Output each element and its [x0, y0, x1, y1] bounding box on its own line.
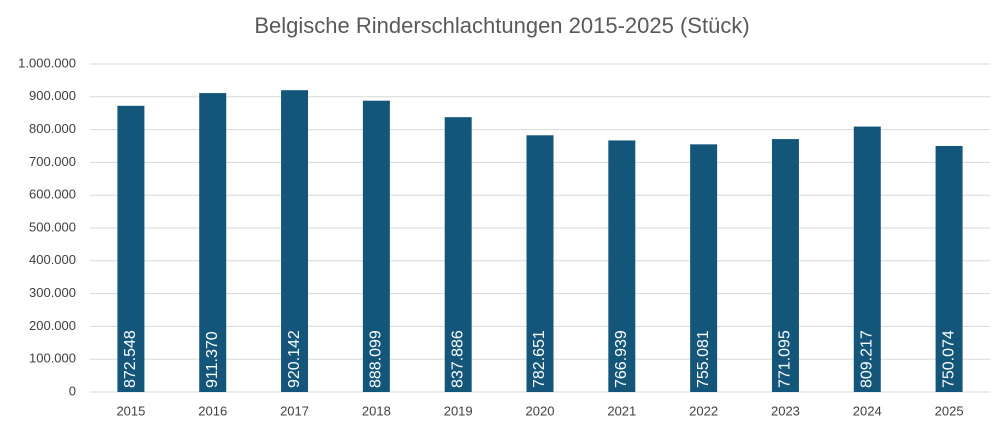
bar [199, 93, 227, 392]
x-tick-label: 2016 [198, 403, 227, 418]
value-label: 888.099 [368, 330, 385, 388]
value-label: 809.217 [858, 330, 875, 388]
bar [853, 126, 881, 393]
value-label: 782.651 [531, 330, 548, 388]
y-tick-label: 0 [69, 383, 76, 398]
value-label: 755.081 [695, 330, 712, 388]
value-label: 771.095 [777, 330, 794, 388]
y-tick-label: 500.000 [29, 219, 76, 234]
y-tick-label: 800.000 [29, 121, 76, 136]
value-label: 920.142 [286, 330, 303, 388]
y-tick-label: 700.000 [29, 154, 76, 169]
y-tick-label: 200.000 [29, 318, 76, 333]
y-tick-label: 600.000 [29, 187, 76, 202]
bar [281, 90, 309, 392]
bar [117, 105, 145, 392]
bar [771, 139, 799, 392]
x-tick-label: 2021 [607, 403, 636, 418]
value-label: 837.886 [449, 330, 466, 388]
bar [444, 117, 472, 392]
x-tick-label: 2025 [935, 403, 964, 418]
value-label: 872.548 [122, 330, 139, 388]
bar [362, 100, 390, 393]
x-tick-label: 2023 [771, 403, 800, 418]
y-tick-label: 1.000.000 [18, 55, 76, 70]
x-tick-label: 2017 [280, 403, 309, 418]
x-tick-label: 2020 [526, 403, 555, 418]
x-tick-label: 2019 [444, 403, 473, 418]
x-tick-label: 2018 [362, 403, 391, 418]
y-tick-label: 300.000 [29, 285, 76, 300]
chart-title: Belgische Rinderschlachtungen 2015-2025 … [254, 13, 749, 38]
bar [690, 144, 718, 392]
bar [608, 140, 636, 392]
value-label: 750.074 [940, 330, 957, 388]
bar [526, 135, 554, 392]
x-tick-label: 2024 [853, 403, 882, 418]
y-tick-label: 100.000 [29, 351, 76, 366]
y-tick-label: 900.000 [29, 88, 76, 103]
value-label: 766.939 [613, 330, 630, 388]
y-tick-label: 400.000 [29, 252, 76, 267]
value-label: 911.370 [204, 331, 221, 388]
x-tick-label: 2015 [116, 403, 145, 418]
x-tick-label: 2022 [689, 403, 718, 418]
bar [935, 145, 963, 392]
